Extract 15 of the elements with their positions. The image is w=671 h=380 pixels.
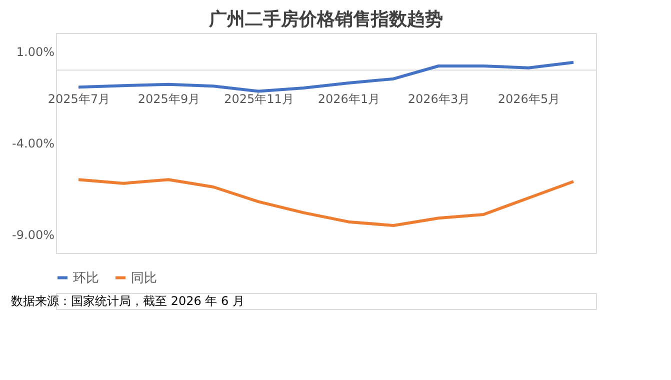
x-tick-label: 2026年3月 [408, 92, 470, 106]
x-tick-label: 2026年5月 [498, 92, 560, 106]
x-tick-label: 2025年9月 [138, 92, 200, 106]
line-series [77, 60, 575, 93]
source-note: 数据来源：国家统计局，截至 2026 年 6 月 [11, 294, 244, 308]
legend-label: 环比 [73, 270, 99, 286]
y-tick-label: -9.00% [12, 228, 54, 242]
x-tick-label: 2026年1月 [318, 92, 380, 106]
x-tick-label: 2025年7月 [48, 92, 110, 106]
x-tick-label: 2025年11月 [224, 92, 294, 106]
y-tick-label: -4.00% [12, 136, 54, 150]
legend-label: 同比 [131, 270, 157, 286]
chart-title: 广州二手房价格销售指数趋势 [208, 9, 443, 30]
y-tick-label: 1.00% [16, 44, 54, 59]
line-series [77, 178, 575, 227]
